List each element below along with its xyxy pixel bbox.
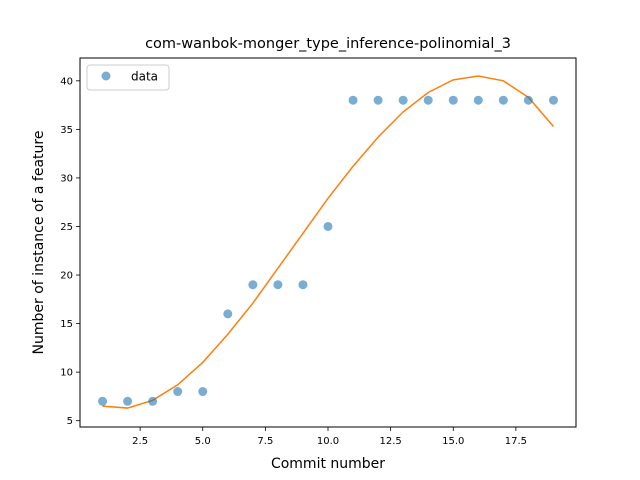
x-axis-label: Commit number [271,456,385,472]
data-point [248,280,258,290]
chart-title: com-wanbok-monger_type_inference-polinom… [145,36,511,52]
data-point [198,387,208,397]
y-tick-label: 5 [67,416,73,427]
x-tick-label: 5.0 [195,436,211,447]
legend-box [86,64,170,91]
y-tick-label: 35 [60,125,73,136]
legend-label: data [131,70,158,84]
legend-marker [101,71,111,81]
x-tick-label: 15.0 [442,436,464,447]
data-point [423,95,433,105]
data-point [98,396,108,406]
y-tick-label: 25 [60,222,73,233]
x-tick-label: 7.5 [257,436,273,447]
y-axis-label: Number of instance of a feature [31,131,47,355]
data-point [498,95,508,105]
data-point [173,387,183,397]
y-tick-label: 10 [60,368,73,379]
x-tick-label: 10.0 [317,436,339,447]
x-tick-label: 2.5 [132,436,148,447]
data-point [473,95,483,105]
data-point [298,280,308,290]
fit-line [102,75,555,409]
data-point [223,309,233,319]
data-point [523,95,533,105]
data-point [348,95,358,105]
data-point [398,95,408,105]
data-point [273,280,283,290]
legend: data [86,64,170,91]
data-point [323,221,333,231]
data-point [123,396,133,406]
data-point [373,95,383,105]
x-tick-label: 17.5 [505,436,527,447]
x-tick-label: 12.5 [379,436,401,447]
y-tick-label: 20 [60,271,73,282]
data-point [548,95,558,105]
y-tick-label: 40 [60,76,73,87]
y-tick-label: 30 [60,173,73,184]
data-point [448,95,458,105]
y-tick-label: 15 [60,319,73,330]
data-point [148,396,158,406]
